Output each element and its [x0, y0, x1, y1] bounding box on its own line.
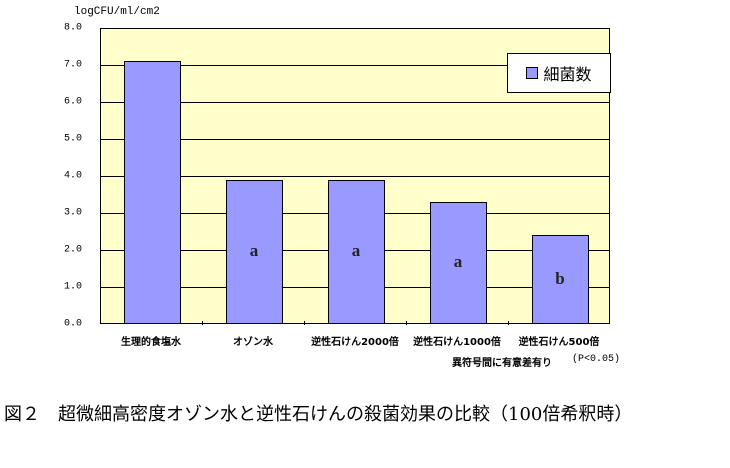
- x-tick-mark: [202, 321, 203, 325]
- x-tick-label: 生理的食塩水: [121, 337, 181, 348]
- y-tick-label: 5.0: [64, 133, 83, 145]
- gridline: [101, 102, 609, 103]
- x-tick-label: オゾン水: [233, 337, 273, 348]
- bar: b: [531, 235, 589, 324]
- x-tick-mark: [304, 321, 305, 325]
- x-tick-mark: [508, 321, 509, 325]
- x-tick-label: 逆性石けん1000倍: [413, 337, 501, 348]
- gridline: [101, 139, 609, 140]
- x-tick-mark: [406, 321, 407, 325]
- y-tick-label: 1.0: [64, 281, 83, 293]
- y-tick-label: 2.0: [64, 244, 83, 256]
- y-tick-label: 7.0: [64, 59, 83, 71]
- y-tick-label: 0.0: [64, 318, 83, 330]
- gridline: [101, 176, 609, 177]
- gridline: [101, 65, 609, 66]
- significance-letter: b: [555, 268, 565, 288]
- figure-caption: 図２ 超微細高密度オゾン水と逆性石けんの殺菌効果の比較（100倍希釈時）: [4, 404, 633, 425]
- y-tick-label: 4.0: [64, 170, 83, 182]
- legend-label: 細菌数: [543, 65, 592, 84]
- legend-swatch-icon: [526, 67, 539, 79]
- x-tick-label: 逆性石けん2000倍: [311, 337, 399, 348]
- bar: [123, 61, 181, 324]
- bar: a: [225, 179, 283, 324]
- significance-letter: a: [453, 251, 463, 271]
- y-axis-unit-label: logCFU/ml/cm2: [74, 6, 160, 18]
- y-tick-label: 8.0: [64, 22, 83, 34]
- significance-letter: a: [249, 240, 259, 260]
- p-value-note: (P<0.05): [572, 354, 621, 365]
- x-tick-label: 逆性石けん500倍: [518, 337, 600, 348]
- y-tick-label: 6.0: [64, 96, 83, 108]
- bar: a: [327, 179, 385, 324]
- significance-note: 異符号間に有意差有り: [452, 358, 552, 369]
- legend: 細菌数: [507, 53, 611, 93]
- significance-letter: a: [351, 240, 361, 260]
- y-tick-label: 3.0: [64, 207, 83, 219]
- bar: a: [429, 201, 487, 324]
